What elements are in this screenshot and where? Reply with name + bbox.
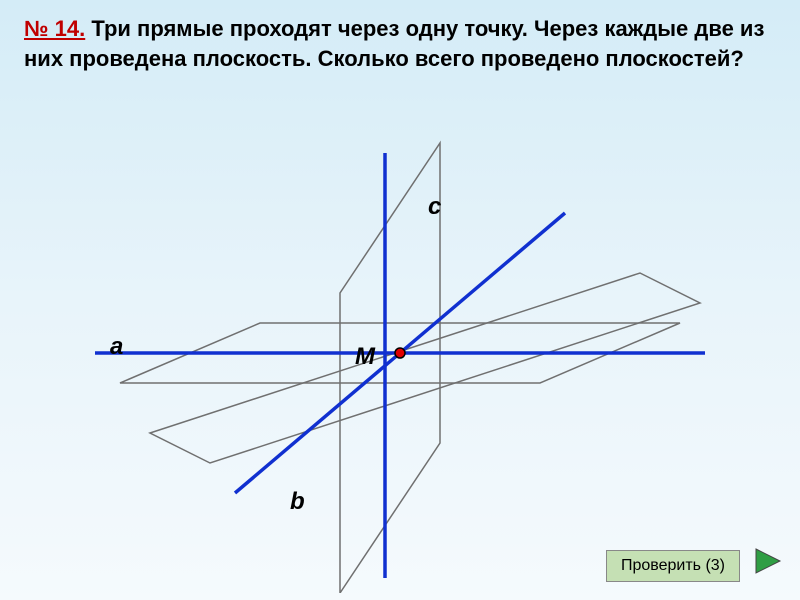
- problem-number: № 14.: [24, 16, 85, 41]
- point-m: [395, 348, 405, 358]
- label-c: c: [428, 193, 441, 221]
- label-a: a: [110, 333, 123, 361]
- label-b: b: [290, 488, 305, 516]
- check-button[interactable]: Проверить (3): [606, 550, 740, 582]
- problem-text: Три прямые проходят через одну точку. Че…: [24, 16, 764, 71]
- plane-tilted: [150, 273, 700, 463]
- next-arrow[interactable]: [750, 543, 786, 584]
- arrow-right-icon: [750, 543, 786, 579]
- label-m: М: [355, 343, 375, 371]
- problem-title: № 14. Три прямые проходят через одну точ…: [0, 0, 800, 73]
- diagram: a b c М: [0, 73, 800, 573]
